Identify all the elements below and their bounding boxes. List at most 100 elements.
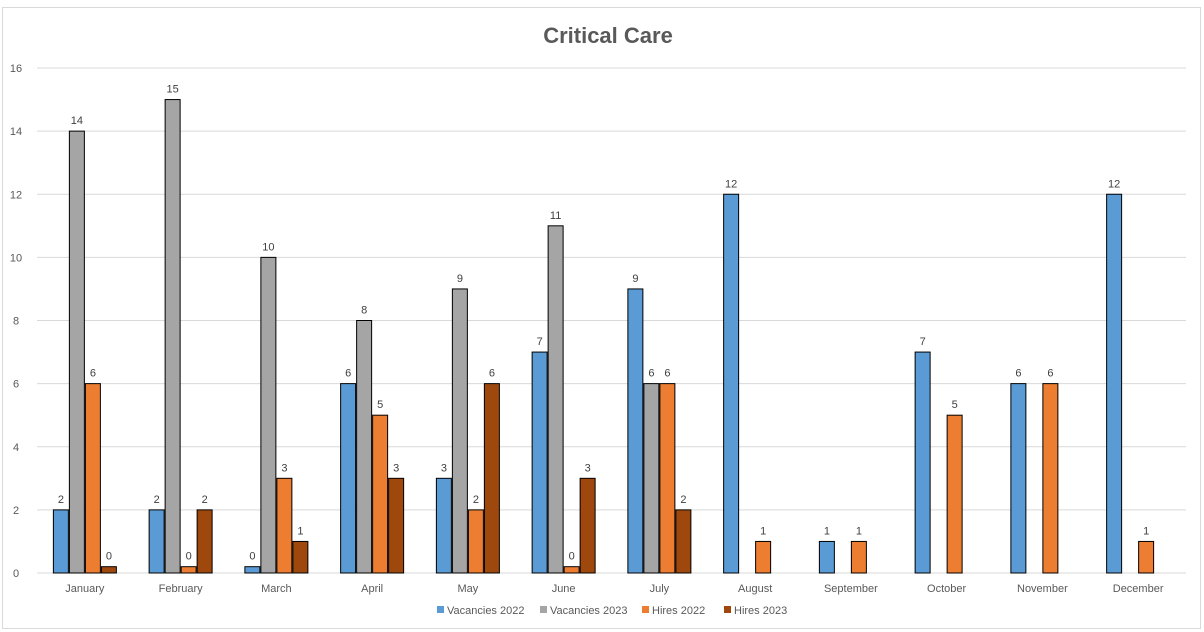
chart-title: Critical Care [543, 23, 673, 48]
bar [850, 540, 867, 574]
data-label: 7 [537, 336, 543, 348]
bar [451, 288, 468, 574]
legend-label: Vacancies 2022 [447, 605, 524, 617]
x-tick-label: December [1113, 583, 1164, 595]
data-label: 6 [1047, 368, 1053, 380]
bar [244, 566, 261, 574]
data-label: 0 [249, 551, 255, 563]
data-label: 8 [361, 305, 367, 317]
bar [1106, 193, 1123, 574]
x-tick-label: November [1017, 583, 1068, 595]
data-label: 2 [154, 494, 160, 506]
bar [467, 509, 484, 574]
legend-swatch [642, 606, 649, 613]
bar [435, 477, 452, 574]
data-label: 0 [569, 551, 575, 563]
x-tick-label: July [650, 583, 670, 595]
bar [372, 414, 389, 574]
data-label: 15 [167, 84, 179, 96]
data-label: 2 [202, 494, 208, 506]
data-label: 0 [106, 551, 112, 563]
bar [164, 99, 181, 574]
data-label: 12 [725, 178, 737, 190]
x-tick-label: March [261, 583, 292, 595]
data-label: 2 [680, 494, 686, 506]
x-axis-ticks: January February March April May June July Augu… [65, 583, 1164, 595]
legend-label: Vacancies 2023 [550, 605, 627, 617]
data-label: 5 [952, 399, 958, 411]
bar [723, 193, 740, 574]
data-label: 1 [856, 525, 862, 537]
y-tick-label: 6 [13, 379, 19, 391]
bar [755, 540, 772, 574]
y-axis-ticks: 0 2 4 6 8 10 12 14 16 [10, 63, 22, 580]
data-label: 1 [1143, 525, 1149, 537]
data-label: 9 [457, 273, 463, 285]
data-label: 12 [1108, 178, 1120, 190]
data-label: 2 [473, 494, 479, 506]
x-tick-label: October [927, 583, 966, 595]
legend-swatch [437, 606, 444, 613]
legend: Vacancies 2022 Vacancies 2023 Hires 2022 Hi… [437, 605, 787, 617]
bars [52, 99, 1155, 574]
data-label: 11 [550, 210, 561, 222]
data-label: 1 [297, 525, 303, 537]
data-label: 5 [377, 399, 383, 411]
bar [531, 351, 548, 574]
bar [196, 509, 213, 574]
bar [627, 288, 644, 574]
data-label: 3 [393, 462, 399, 474]
data-label: 6 [1015, 368, 1021, 380]
data-label: 6 [648, 368, 654, 380]
x-tick-label: February [159, 583, 204, 595]
bar [292, 540, 309, 574]
y-tick-label: 0 [13, 568, 19, 580]
x-tick-label: April [361, 583, 383, 595]
y-tick-label: 16 [10, 63, 22, 75]
data-label: 1 [760, 525, 766, 537]
bar [1138, 540, 1155, 574]
y-tick-label: 14 [10, 126, 22, 138]
data-label: 9 [632, 273, 638, 285]
y-tick-label: 8 [13, 316, 19, 328]
data-label: 3 [585, 462, 591, 474]
x-tick-label: September [824, 583, 878, 595]
bar [340, 383, 357, 574]
bar [260, 256, 277, 574]
data-label: 10 [262, 241, 274, 253]
bar [483, 383, 500, 574]
bar [659, 383, 676, 574]
legend-label: Hires 2022 [652, 605, 705, 617]
bar [818, 540, 835, 574]
data-label: 6 [345, 368, 351, 380]
bar [148, 509, 165, 574]
bar [547, 225, 564, 574]
x-tick-label: May [457, 583, 478, 595]
bar [388, 477, 405, 574]
data-label: 14 [71, 115, 83, 127]
data-label: 6 [90, 368, 96, 380]
y-tick-label: 12 [10, 189, 22, 201]
bar [276, 477, 293, 574]
data-label: 3 [281, 462, 287, 474]
bar [946, 414, 963, 574]
data-label: 2 [58, 494, 64, 506]
gridlines [37, 67, 1186, 574]
x-tick-label: August [738, 583, 772, 595]
legend-swatch [724, 606, 731, 613]
bar [180, 566, 197, 574]
bar [914, 351, 931, 574]
bar [643, 383, 660, 574]
data-label: 3 [441, 462, 447, 474]
x-tick-label: January [65, 583, 105, 595]
bar [563, 566, 580, 574]
y-tick-label: 4 [13, 442, 19, 454]
bar [68, 130, 85, 574]
bar [84, 383, 101, 574]
data-label: 7 [920, 336, 926, 348]
bar [100, 566, 117, 574]
bar [1042, 383, 1059, 574]
bar [52, 509, 69, 574]
